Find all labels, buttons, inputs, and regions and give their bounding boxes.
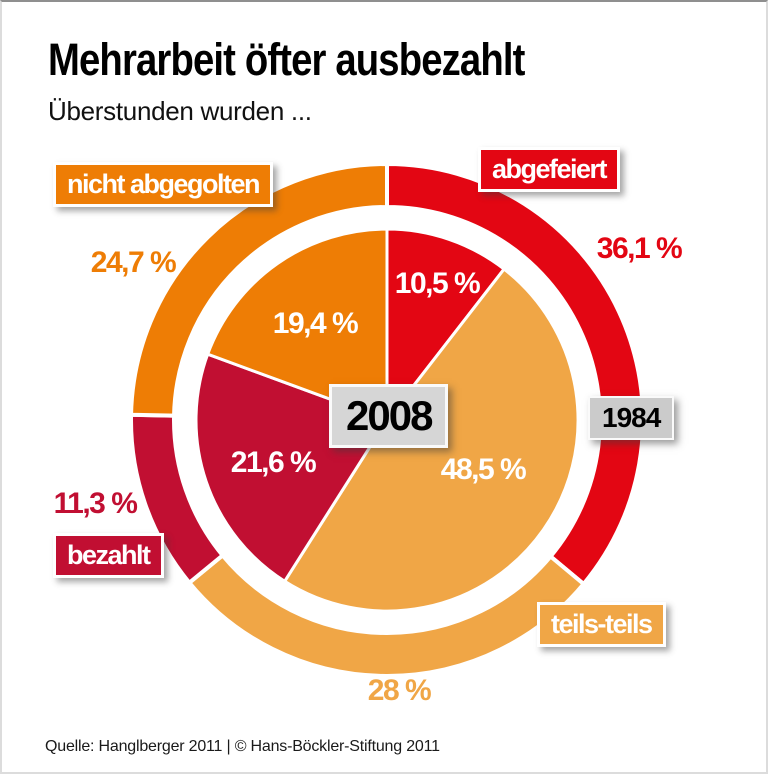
value-label-2008-bezahlt: 21,6 % bbox=[230, 446, 317, 479]
value-label-1984-teils-teils: 28 % bbox=[367, 674, 432, 707]
segment-1984-nicht-abgegolten bbox=[129, 161, 389, 418]
value-label-1984-abgefeiert: 36,1 % bbox=[596, 232, 683, 265]
value-label-2008-abgefeiert: 10,5 % bbox=[394, 267, 481, 300]
category-badge-nicht-abgegolten: nicht abgegolten bbox=[53, 162, 273, 208]
category-badge-teils-teils: teils-teils bbox=[537, 602, 666, 648]
value-label-2008-nicht-abgegolten: 19,4 % bbox=[272, 307, 359, 340]
segment-2008-nicht-abgegolten bbox=[205, 227, 389, 423]
year-label-2008: 2008 bbox=[329, 384, 449, 448]
source-line: Quelle: Hanglberger 2011 | © Hans-Böckle… bbox=[45, 738, 440, 755]
value-label-2008-teils-teils: 48,5 % bbox=[440, 453, 527, 486]
category-badge-abgefeiert: abgefeiert bbox=[478, 147, 621, 193]
value-label-1984-nicht-abgegolten: 24,7 % bbox=[90, 246, 177, 279]
year-label-1984: 1984 bbox=[588, 396, 675, 440]
segment-2008-abgefeiert bbox=[385, 227, 507, 425]
page-subtitle: Überstunden wurden ... bbox=[48, 96, 312, 126]
page-title: Mehrarbeit öfter ausbezahlt bbox=[48, 34, 525, 85]
value-label-1984-bezahlt: 11,3 % bbox=[53, 487, 138, 520]
category-badge-bezahlt: bezahlt bbox=[53, 533, 164, 579]
